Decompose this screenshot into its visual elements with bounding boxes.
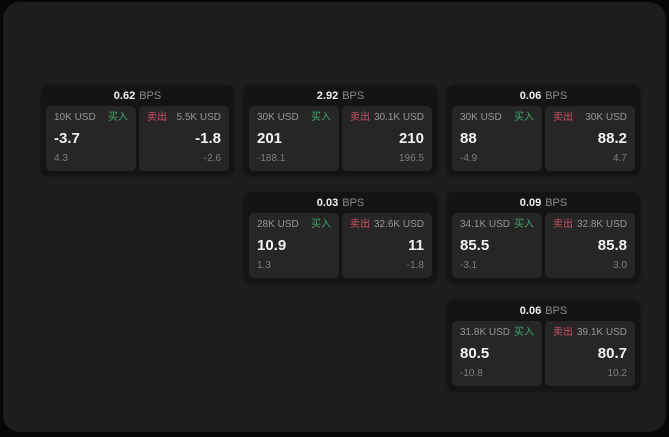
sell-price: 88.2 bbox=[597, 130, 627, 147]
sell-label: 卖出 bbox=[147, 112, 167, 123]
buy-amount: 31.8K USD bbox=[460, 327, 511, 338]
sell-change: -2.6 bbox=[203, 153, 221, 164]
buy-change: -4.9 bbox=[460, 153, 478, 164]
buy-price: 85.5 bbox=[460, 237, 490, 254]
spread-value: 0.09 bbox=[519, 196, 542, 209]
sell-label: 卖出 bbox=[553, 112, 573, 123]
sell-change: 3.0 bbox=[613, 260, 627, 271]
buy-label: 买入 bbox=[514, 112, 534, 123]
sell-change: -1.8 bbox=[406, 260, 424, 271]
sell-label: 卖出 bbox=[553, 219, 573, 230]
sell-pane[interactable]: 卖出 30K USD 88.2 4.7 bbox=[545, 106, 635, 171]
sell-price: -1.8 bbox=[195, 130, 221, 147]
spread-unit-label: BPS bbox=[545, 89, 568, 102]
sell-amount: 30.1K USD bbox=[373, 112, 424, 123]
buy-pane[interactable]: 28K USD 买入 10.9 1.3 bbox=[249, 213, 339, 278]
quote-body: 34.1K USD 买入 85.5 -3.1 卖出 32.8K USD 85.8… bbox=[447, 213, 640, 282]
quote-body: 28K USD 买入 10.9 1.3 卖出 32.6K USD 11 -1.8 bbox=[244, 213, 437, 282]
buy-price: -3.7 bbox=[54, 130, 80, 147]
buy-pane[interactable]: 10K USD 买入 -3.7 4.3 bbox=[46, 106, 136, 171]
buy-price: 88 bbox=[460, 130, 477, 147]
buy-change: -3.1 bbox=[460, 260, 478, 271]
spread-unit-label: BPS bbox=[342, 196, 365, 209]
spread-value: 0.03 bbox=[316, 196, 339, 209]
sell-amount: 32.8K USD bbox=[576, 219, 627, 230]
sell-change: 4.7 bbox=[613, 153, 627, 164]
quote-body: 10K USD 买入 -3.7 4.3 卖出 5.5K USD -1.8 -2.… bbox=[41, 106, 234, 175]
sell-amount: 32.6K USD bbox=[373, 219, 424, 230]
buy-label: 买入 bbox=[514, 327, 534, 338]
quote-card-2: 2.92 BPS 30K USD 买入 201 -188.1 卖出 30.1K … bbox=[244, 85, 437, 175]
buy-pane[interactable]: 30K USD 买入 201 -188.1 bbox=[249, 106, 339, 171]
sell-price: 210 bbox=[398, 130, 424, 147]
buy-price: 10.9 bbox=[257, 237, 287, 254]
quote-body: 31.8K USD 买入 80.5 -10.8 卖出 39.1K USD 80.… bbox=[447, 321, 640, 390]
sell-pane[interactable]: 卖出 5.5K USD -1.8 -2.6 bbox=[139, 106, 229, 171]
spread-unit-label: BPS bbox=[545, 304, 568, 317]
spread-value: 0.62 bbox=[113, 89, 136, 102]
buy-pane[interactable]: 31.8K USD 买入 80.5 -10.8 bbox=[452, 321, 542, 386]
buy-label: 买入 bbox=[311, 219, 331, 230]
sell-change: 196.5 bbox=[398, 153, 424, 164]
quote-card-4: 0.03 BPS 28K USD 买入 10.9 1.3 卖出 32.6K US… bbox=[244, 192, 437, 282]
spread-unit-label: BPS bbox=[545, 196, 568, 209]
spread-unit-label: BPS bbox=[342, 89, 365, 102]
buy-label: 买入 bbox=[108, 112, 128, 123]
spread-header: 0.03 BPS bbox=[244, 192, 437, 213]
sell-price: 85.8 bbox=[597, 237, 627, 254]
buy-amount: 30K USD bbox=[257, 112, 299, 123]
main-panel: 0.62 BPS 10K USD 买入 -3.7 4.3 卖出 5.5K USD… bbox=[3, 2, 666, 432]
spread-value: 0.06 bbox=[519, 89, 542, 102]
quote-card-3: 0.06 BPS 30K USD 买入 88 -4.9 卖出 30K USD 8… bbox=[447, 85, 640, 175]
buy-pane[interactable]: 34.1K USD 买入 85.5 -3.1 bbox=[452, 213, 542, 278]
buy-amount: 30K USD bbox=[460, 112, 502, 123]
spread-value: 0.06 bbox=[519, 304, 542, 317]
quote-card-1: 0.62 BPS 10K USD 买入 -3.7 4.3 卖出 5.5K USD… bbox=[41, 85, 234, 175]
sell-amount: 5.5K USD bbox=[176, 112, 221, 123]
sell-pane[interactable]: 卖出 39.1K USD 80.7 10.2 bbox=[545, 321, 635, 386]
spread-header: 0.06 BPS bbox=[447, 300, 640, 321]
spread-header: 0.62 BPS bbox=[41, 85, 234, 106]
quote-body: 30K USD 买入 201 -188.1 卖出 30.1K USD 210 1… bbox=[244, 106, 437, 175]
spread-header: 0.06 BPS bbox=[447, 85, 640, 106]
buy-price: 80.5 bbox=[460, 345, 490, 362]
sell-price: 80.7 bbox=[597, 345, 627, 362]
spread-header: 2.92 BPS bbox=[244, 85, 437, 106]
buy-amount: 10K USD bbox=[54, 112, 96, 123]
sell-label: 卖出 bbox=[350, 219, 370, 230]
sell-pane[interactable]: 卖出 32.6K USD 11 -1.8 bbox=[342, 213, 432, 278]
sell-pane[interactable]: 卖出 30.1K USD 210 196.5 bbox=[342, 106, 432, 171]
sell-change: 10.2 bbox=[607, 368, 627, 379]
quote-body: 30K USD 买入 88 -4.9 卖出 30K USD 88.2 4.7 bbox=[447, 106, 640, 175]
quote-card-6: 0.06 BPS 31.8K USD 买入 80.5 -10.8 卖出 39.1… bbox=[447, 300, 640, 390]
buy-amount: 34.1K USD bbox=[460, 219, 511, 230]
sell-pane[interactable]: 卖出 32.8K USD 85.8 3.0 bbox=[545, 213, 635, 278]
buy-amount: 28K USD bbox=[257, 219, 299, 230]
sell-label: 卖出 bbox=[350, 112, 370, 123]
sell-amount: 39.1K USD bbox=[576, 327, 627, 338]
quote-card-5: 0.09 BPS 34.1K USD 买入 85.5 -3.1 卖出 32.8K… bbox=[447, 192, 640, 282]
buy-label: 买入 bbox=[311, 112, 331, 123]
spread-header: 0.09 BPS bbox=[447, 192, 640, 213]
spread-value: 2.92 bbox=[316, 89, 339, 102]
sell-price: 11 bbox=[408, 237, 424, 254]
spread-unit-label: BPS bbox=[139, 89, 162, 102]
buy-pane[interactable]: 30K USD 买入 88 -4.9 bbox=[452, 106, 542, 171]
sell-label: 卖出 bbox=[553, 327, 573, 338]
sell-amount: 30K USD bbox=[585, 112, 627, 123]
buy-price: 201 bbox=[257, 130, 283, 147]
buy-change: 1.3 bbox=[257, 260, 271, 271]
buy-label: 买入 bbox=[514, 219, 534, 230]
buy-change: -188.1 bbox=[257, 153, 286, 164]
buy-change: -10.8 bbox=[460, 368, 483, 379]
buy-change: 4.3 bbox=[54, 153, 68, 164]
